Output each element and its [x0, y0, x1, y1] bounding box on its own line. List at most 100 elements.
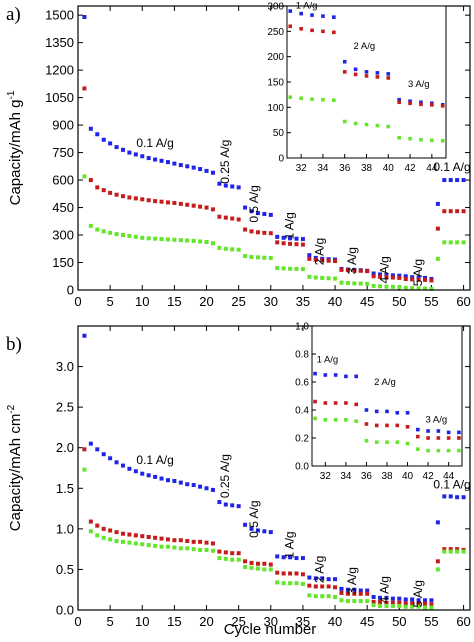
data-point: [120, 147, 125, 152]
data-point: [365, 588, 370, 593]
data-point: [178, 201, 183, 206]
data-point: [281, 235, 286, 240]
data-point: [410, 275, 415, 280]
data-point: [95, 227, 100, 232]
inset-data-point: [408, 101, 412, 106]
data-point: [191, 203, 196, 208]
data-point: [230, 551, 235, 556]
data-point: [320, 258, 325, 263]
x-tick-label: 55: [424, 294, 438, 309]
data-point: [300, 582, 305, 587]
data-point: [108, 230, 113, 235]
series-green: [82, 467, 466, 610]
inset-data-point: [332, 15, 336, 19]
data-point: [178, 163, 183, 168]
inset-data-point: [333, 418, 338, 422]
data-point: [88, 126, 93, 131]
data-point: [217, 500, 222, 505]
data-point: [378, 284, 383, 289]
inset-x-tick-label: 36: [339, 163, 351, 174]
data-point: [223, 556, 228, 561]
data-point: [416, 275, 421, 280]
data-point: [378, 603, 383, 608]
y-tick-label: 1050: [45, 90, 74, 105]
inset-series-blue: [313, 371, 461, 435]
inset-y-tick-label: 50: [273, 128, 285, 139]
data-point: [288, 555, 293, 560]
inset-data-point: [408, 99, 412, 104]
data-point: [153, 474, 158, 479]
data-point: [320, 594, 325, 599]
data-point: [365, 599, 370, 604]
rate-annotation: 0.1 A/g: [136, 453, 173, 467]
inset-data-point: [364, 74, 369, 78]
data-point: [461, 495, 466, 500]
x-tick-label: 15: [167, 614, 181, 629]
data-point: [198, 204, 203, 209]
data-point: [326, 276, 331, 281]
data-point: [191, 547, 196, 552]
inset-data-point: [397, 100, 401, 105]
data-point: [262, 529, 267, 534]
data-point: [281, 241, 286, 246]
data-point: [140, 534, 145, 539]
data-point: [371, 271, 376, 276]
y-tick-label: 0.5: [56, 562, 74, 577]
inset-plot: 32 34 36 38 40 42 44 0.0 0.2 0.4 0.6 0.8 1.0 1 A/g 2 A…: [295, 322, 463, 482]
data-point: [442, 240, 447, 245]
inset-data-point: [386, 76, 391, 80]
data-point: [397, 603, 402, 608]
inset-y-tick-label: 100: [267, 103, 284, 114]
data-point: [198, 239, 203, 244]
data-point: [294, 242, 299, 247]
rate-annotation: 3 A/g: [345, 247, 359, 274]
x-tick-label: 35: [296, 614, 310, 629]
y-axis-label: Capacity/mAh g-1: [6, 90, 24, 205]
data-point: [345, 281, 350, 286]
data-point: [230, 503, 235, 508]
data-point: [397, 596, 402, 601]
plot-frame: [77, 325, 471, 611]
data-point: [243, 254, 248, 259]
data-point: [448, 178, 453, 183]
data-point: [281, 555, 286, 560]
data-point: [461, 178, 466, 183]
data-point: [345, 268, 350, 273]
inset-data-point: [288, 95, 293, 99]
data-point: [230, 216, 235, 221]
data-point: [243, 564, 248, 569]
data-point: [198, 547, 203, 552]
inset-y-tick-label: 1.0: [295, 322, 309, 333]
data-point: [165, 537, 170, 542]
inset-data-point: [386, 72, 391, 76]
inset-data-point: [299, 27, 303, 31]
inset-data-point: [375, 71, 380, 75]
data-point: [243, 227, 248, 232]
data-point: [410, 597, 415, 602]
inset-data-point: [342, 59, 347, 64]
inset-y-tick-label: 0.0: [295, 462, 309, 473]
data-point: [423, 277, 428, 282]
inset-data-point: [408, 136, 412, 141]
data-point: [82, 14, 87, 19]
data-point: [185, 238, 190, 243]
inset-data-point: [457, 430, 461, 435]
data-point: [210, 487, 215, 492]
y-tick-label: 2.5: [56, 400, 74, 415]
data-point: [275, 240, 280, 245]
data-point: [133, 469, 138, 474]
inset-series-red: [288, 24, 445, 108]
data-point: [108, 537, 113, 542]
data-point: [133, 196, 138, 201]
data-point: [159, 199, 164, 204]
inset-data-point: [375, 123, 380, 128]
data-point: [371, 274, 376, 279]
data-point: [416, 604, 421, 609]
data-point: [159, 536, 164, 541]
data-point: [300, 237, 305, 242]
inset-x-tick-label: 34: [340, 471, 352, 482]
inset-data-point: [395, 440, 400, 444]
data-point: [114, 145, 119, 150]
data-point: [82, 174, 87, 179]
